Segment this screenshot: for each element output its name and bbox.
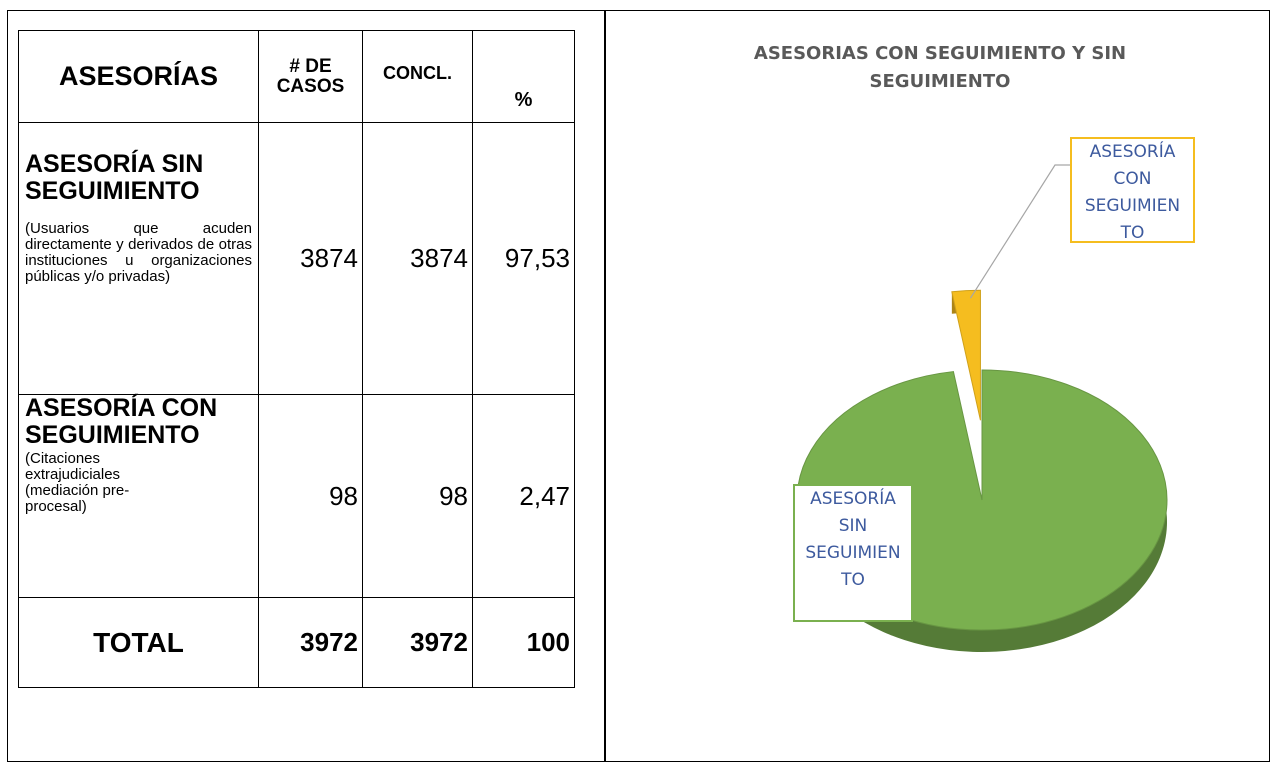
row-label: ASESORÍA CON SEGUIMIENTO (Citaciones extr…	[18, 394, 259, 598]
header-cell: # DE CASOS	[258, 30, 363, 123]
slice-label: ASESORÍA CON SEGUIMIENTO	[1070, 137, 1195, 243]
row-title: ASESORÍA SIN SEGUIMIENTO	[25, 150, 204, 205]
slice	[951, 289, 981, 421]
chart-title: ASESORIAS CON SEGUIMIENTO Y SIN SEGUIMIE…	[753, 43, 1127, 92]
total-cell: 3972	[258, 597, 363, 688]
row-note: (Citaciones extrajudiciales (mediación p…	[25, 450, 130, 515]
row-label: ASESORÍA SIN SEGUIMIENTO (Usuarios que ac…	[18, 122, 259, 395]
header-cell: ASESORÍAS	[18, 30, 259, 123]
row-note: (Usuarios que acuden directamente y deri…	[25, 220, 252, 285]
leader-line	[969, 164, 1070, 299]
row-title: ASESORÍA CON SEGUIMIENTO	[25, 394, 218, 449]
total-cell: 3972	[362, 597, 473, 688]
total-cell: 100	[472, 597, 575, 688]
slice-label: ASESORÍA SIN SEGUIMIENTO	[793, 484, 913, 622]
